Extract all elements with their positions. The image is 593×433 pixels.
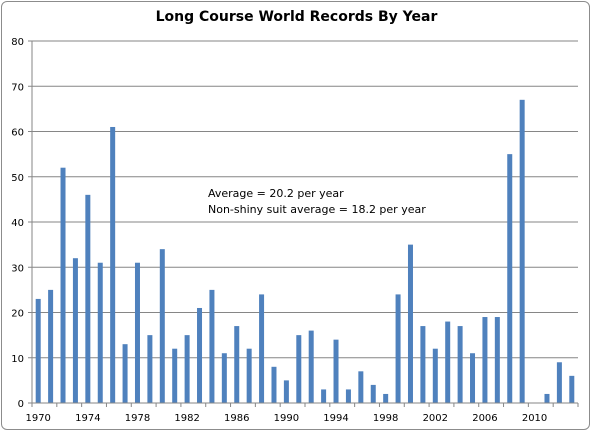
bar-1991 [296, 335, 302, 404]
bar-1985 [221, 353, 227, 403]
tick-labels: 0 10 20 30 40 50 60 70 80 1970 1974 1978 1982 1986 199… [11, 37, 547, 424]
bar-2006 [482, 317, 488, 403]
bar-1992 [308, 330, 314, 403]
bar-2004 [457, 326, 463, 403]
x-tick-label: 2002 [423, 413, 448, 424]
x-tick-label: 1974 [75, 413, 100, 424]
grid-lines [32, 40, 578, 359]
bar-1993 [321, 389, 327, 403]
bar-1995 [345, 389, 351, 403]
bar-1976 [110, 126, 116, 403]
bar-1996 [358, 371, 364, 403]
bar-1981 [172, 348, 178, 403]
y-tick-label: 20 [11, 309, 24, 320]
bar-1979 [147, 335, 153, 404]
x-tick-label: 1978 [125, 413, 150, 424]
bar-1988 [259, 294, 265, 403]
bar-2011 [544, 393, 550, 403]
bar-1994 [333, 339, 339, 403]
bar-1975 [97, 262, 103, 403]
bar-1971 [48, 289, 54, 404]
x-tick-label: 1990 [274, 413, 299, 424]
bar-2005 [470, 353, 476, 403]
bar-2007 [494, 317, 500, 403]
y-tick-label: 40 [11, 218, 24, 229]
y-tick-label: 10 [11, 354, 24, 365]
bar-1982 [184, 335, 190, 404]
bar-2001 [420, 326, 426, 403]
bar-1998 [383, 393, 389, 403]
y-tick-label: 60 [11, 128, 24, 139]
y-tick-label: 0 [18, 399, 24, 410]
bar-1999 [395, 294, 401, 403]
bar-2008 [507, 154, 513, 404]
y-tick-label: 30 [11, 263, 24, 274]
bar-1977 [122, 344, 128, 403]
bar-1990 [283, 380, 289, 404]
bar-1978 [134, 262, 140, 403]
bar-1983 [197, 307, 203, 403]
bar-2012 [556, 362, 562, 403]
x-tick-label: 1982 [174, 413, 199, 424]
bar-2002 [432, 348, 438, 403]
x-tick-label: 2006 [472, 413, 497, 424]
chart-title: Long Course World Records By Year [155, 9, 438, 25]
bar-2000 [407, 244, 413, 404]
bar-1986 [234, 326, 240, 403]
average-annotation: Average = 20.2 per year [208, 187, 344, 200]
bar-2009 [519, 99, 525, 403]
bar-1974 [85, 194, 91, 403]
non-shiny-average-annotation: Non-shiny suit average = 18.2 per year [208, 203, 426, 216]
x-tick-label: 1994 [323, 413, 348, 424]
bar-1987 [246, 348, 252, 403]
bar-1989 [271, 366, 277, 403]
bar-1997 [370, 384, 376, 403]
axes [28, 40, 579, 407]
y-tick-label: 80 [11, 37, 24, 48]
bar-1980 [159, 249, 165, 403]
bar-2013 [569, 375, 575, 403]
bar-1973 [72, 258, 78, 403]
x-tick-label: 1998 [373, 413, 398, 424]
bar-1970 [35, 298, 41, 403]
x-tick-label: 1970 [25, 413, 50, 424]
bars [35, 99, 575, 404]
y-tick-label: 70 [11, 82, 24, 93]
x-tick-label: 1986 [224, 413, 249, 424]
bar-1972 [60, 167, 66, 403]
y-tick-label: 50 [11, 173, 24, 184]
x-tick-label: 2010 [522, 413, 547, 424]
bar-1984 [209, 289, 215, 404]
bar-2003 [445, 321, 451, 403]
